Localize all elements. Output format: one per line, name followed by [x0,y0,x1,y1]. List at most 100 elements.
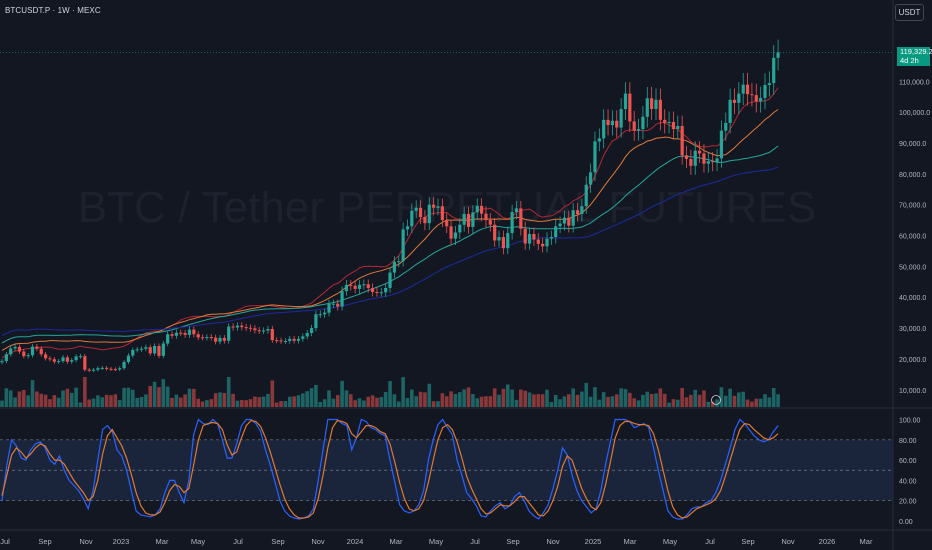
volume-bar [157,387,161,407]
volume-bar [349,394,353,407]
candle-body [366,284,370,288]
volume-bar [96,395,100,407]
volume-bar [375,397,379,407]
volume-bar [697,394,702,407]
volume-bar [523,390,527,407]
candle-body [222,337,226,341]
candle-body [684,155,689,160]
volume-bar [540,394,545,407]
volume-bar [218,392,222,407]
candle-body [641,116,645,130]
candle-body [9,348,13,355]
candle-body [663,119,667,123]
volume-bar [8,390,13,407]
candle-body [401,229,405,262]
candle-body [105,367,109,369]
ma-line-1 [1,87,779,359]
volume-bar [270,380,275,407]
volume-bar [632,398,636,407]
volume-bar [100,397,105,407]
volume-bar [396,401,401,407]
candle-body [318,314,322,316]
candle-body [567,217,571,226]
candle-body [357,284,362,289]
candle-body [174,332,178,336]
volume-bar [314,385,318,407]
candle-body [227,326,231,341]
volume-bar [440,393,445,407]
volume-bar [13,397,17,407]
volume-bar [117,400,122,407]
symbol-label[interactable]: BTCUSDT.P · 1W · MEXC [5,6,101,15]
candle-body [536,239,540,244]
candle-body [209,337,213,339]
volume-bar [558,399,562,407]
candle-body [698,150,702,154]
volume-bar [479,396,484,407]
volume-bar [379,397,384,407]
volume-bar [235,400,240,407]
candle-body [732,99,737,103]
volume-bar [571,388,575,407]
volume-bar [69,392,74,407]
candle-body [83,356,87,370]
last-price-value: 119,329.2 [900,47,932,56]
volume-bar [453,393,458,407]
volume-bar [152,381,157,407]
volume-bar [702,390,706,407]
candle-body [580,206,584,214]
candle-body [275,340,279,342]
volume-bar [458,392,462,407]
volume-bar [680,388,684,407]
candle-body [689,159,693,166]
volume-bar [689,394,693,407]
time-tick-label: Mar [156,537,169,546]
candle-body [22,351,26,357]
volume-bar [174,394,179,407]
candle-body [218,337,222,342]
time-tick-label: May [191,537,205,546]
volume-bar [414,396,418,407]
volume-bar [240,400,244,407]
candle-body [645,98,649,117]
candle-body [57,361,61,363]
candle-body [192,329,196,335]
volume-bar [401,377,405,407]
volume-bar [274,402,279,407]
candle-body [30,346,35,356]
volume-bar [532,394,536,407]
candle-body [248,327,253,329]
candle-body [323,312,327,315]
volume-bar [43,394,48,407]
candle-body [750,94,754,96]
time-tick-label: Jul [470,537,480,546]
volume-bar [388,381,392,407]
volume-bar [244,400,248,407]
candle-body [26,355,30,357]
candle-body [724,122,728,131]
volume-bar [488,396,493,407]
candle-body [305,333,309,337]
currency-button[interactable]: USDT [895,4,924,21]
candle-body [562,217,567,224]
volume-bar [52,395,57,407]
candle-body [122,362,126,369]
volume-bar [593,387,597,407]
volume-bar [122,387,126,407]
volume-bar [562,396,567,407]
candle-body [532,233,536,240]
candle-body [100,367,104,369]
time-tick-label: Mar [624,537,637,546]
volume-bar [501,388,506,407]
volume-bar [649,393,654,407]
candle-body [388,272,392,288]
candle-body [619,109,623,128]
volume-bar [606,396,610,407]
volume-bar [165,386,170,407]
candle-body [244,327,248,329]
candle-body [91,369,96,371]
volume-bar [588,396,593,407]
volume-bar [109,395,113,407]
price-tick-label: 40,000.0 [899,295,926,302]
